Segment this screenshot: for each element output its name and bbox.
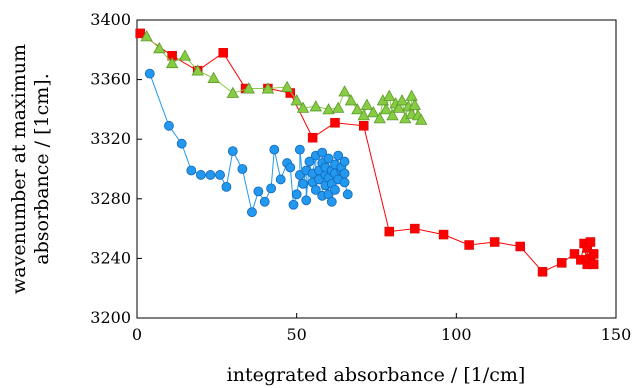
data-point (342, 189, 353, 200)
data-point (153, 41, 166, 54)
data-point (275, 174, 286, 185)
data-point (395, 94, 409, 106)
data-point (333, 150, 344, 161)
data-point (237, 164, 248, 174)
data-point (285, 162, 296, 173)
data-point (178, 49, 192, 61)
data-point (339, 177, 350, 188)
data-point (191, 64, 204, 76)
data-point (296, 101, 310, 113)
data-point (384, 226, 395, 237)
data-point (386, 109, 399, 121)
data-point (360, 98, 374, 110)
data-point (280, 80, 294, 92)
data-point (221, 181, 232, 192)
data-point (242, 82, 255, 94)
data-point (367, 106, 380, 118)
tick-layer: 0 50 100 150 3200 3240 3280 3320 3360 3400 (90, 10, 631, 344)
data-point (344, 94, 358, 106)
data-point (253, 186, 264, 197)
data-point (164, 120, 174, 131)
data-point (405, 89, 418, 101)
data-point (379, 103, 393, 115)
data-point (339, 168, 350, 179)
data-point (186, 165, 197, 176)
x-tick-label: 150 (601, 325, 632, 344)
data-point (135, 28, 145, 39)
data-point (339, 156, 350, 167)
x-tick-label: 50 (286, 325, 306, 344)
data-point (301, 195, 312, 206)
data-point (537, 267, 548, 277)
data-point (322, 103, 335, 115)
data-point (309, 100, 323, 112)
x-tick-label: 0 (132, 325, 142, 344)
data-point (357, 109, 370, 121)
y-tick-label: 3200 (90, 308, 131, 327)
data-point (569, 249, 580, 259)
y-axis-title-line-1: wavenumber at maximum (8, 44, 30, 294)
plot-area-frame (136, 19, 617, 319)
data-point (330, 118, 340, 128)
x-axis-title: integrated absorbance / [1/cm] (227, 364, 526, 386)
data-point (556, 258, 567, 268)
data-point (310, 184, 321, 195)
data-point (338, 85, 351, 97)
series-triangle (140, 30, 428, 125)
data-point (218, 48, 228, 58)
data-point (291, 189, 302, 200)
series-circle (144, 68, 353, 218)
y-tick-label: 3360 (90, 70, 131, 89)
data-point (415, 113, 428, 125)
y-tick-label: 3280 (90, 189, 131, 208)
data-point (351, 103, 364, 115)
data-point (588, 249, 599, 259)
data-point (489, 237, 500, 247)
data-point (227, 146, 238, 157)
data-point (165, 56, 179, 69)
data-point (140, 30, 153, 42)
data-point (290, 94, 303, 106)
data-point (205, 170, 216, 180)
data-point (259, 196, 270, 207)
data-point (261, 82, 275, 94)
data-point (207, 71, 220, 84)
data-point (294, 144, 305, 155)
data-point (410, 223, 420, 234)
data-point (392, 101, 406, 113)
data-point (326, 196, 337, 207)
data-point (464, 240, 474, 250)
data-point (288, 199, 299, 210)
data-point (144, 68, 155, 79)
data-point (585, 237, 596, 247)
y-tick-label: 3240 (90, 248, 131, 267)
data-point (226, 86, 239, 98)
data-point (266, 183, 277, 194)
data-point (298, 178, 308, 189)
data-point (358, 121, 369, 131)
data-point (408, 98, 421, 110)
data-point (515, 241, 525, 252)
data-point (247, 207, 257, 218)
data-point (373, 112, 386, 124)
data-point (438, 229, 449, 240)
y-tick-label: 3320 (90, 129, 131, 148)
data-point (332, 101, 345, 113)
data-point (383, 89, 396, 101)
data-point (269, 144, 280, 155)
data-point (307, 132, 318, 143)
data-point (304, 156, 315, 167)
data-point (330, 184, 340, 195)
y-tick-label: 3400 (90, 10, 131, 29)
data-point (323, 153, 334, 164)
x-tick-label: 100 (441, 325, 472, 344)
series-layer (135, 28, 599, 277)
data-point (215, 170, 225, 180)
y-axis-title-line-2: absorbance / [1cm]. (31, 73, 53, 264)
data-point (176, 138, 187, 149)
data-point (195, 170, 206, 180)
data-point (588, 259, 599, 270)
data-point (317, 147, 328, 158)
